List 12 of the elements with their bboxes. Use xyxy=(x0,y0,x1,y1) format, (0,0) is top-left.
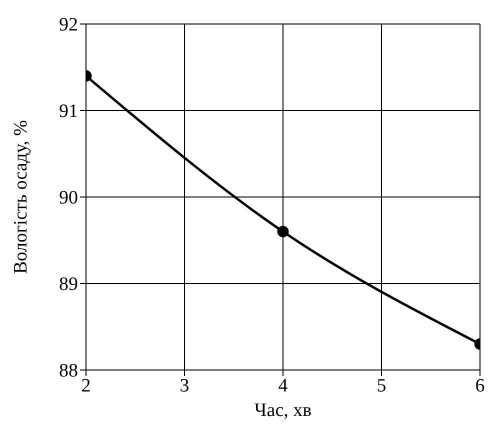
y-tick-label: 89 xyxy=(59,274,78,296)
y-tick-label: 92 xyxy=(59,14,78,36)
x-tick-label: 3 xyxy=(180,375,190,396)
y-tick-label: 88 xyxy=(59,360,78,382)
y-tick-label: 91 xyxy=(59,101,78,122)
x-tick-label: 5 xyxy=(376,375,386,396)
y-axis-title: Вологість осаду, % xyxy=(10,120,32,274)
x-tick-label: 2 xyxy=(81,375,91,396)
x-tick-label: 4 xyxy=(278,375,288,396)
x-tick-label: 6 xyxy=(475,375,485,396)
y-tick-label: 90 xyxy=(59,188,78,209)
x-axis-title: Час, хв xyxy=(254,400,312,421)
